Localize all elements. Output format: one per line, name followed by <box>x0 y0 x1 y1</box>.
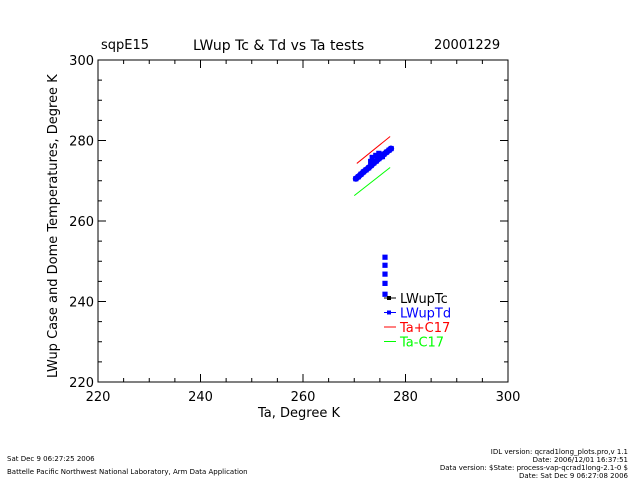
x-tick-label: 280 <box>393 390 418 405</box>
data-point-LWupTd <box>368 158 374 165</box>
footer-right: IDL version: qcrad1long_plots.pro,v 1.1 … <box>440 448 628 480</box>
data-point-LWupTd <box>376 150 382 156</box>
x-tick-label: 260 <box>291 390 316 405</box>
series-line-Ta-C17 <box>353 167 391 197</box>
x-axis-label: Ta, Degree K <box>258 406 340 421</box>
footer-data-date: Date: Sat Dec 9 06:27:08 2006 <box>519 472 628 480</box>
y-tick-label: 280 <box>69 135 94 150</box>
x-tick-label: 300 <box>496 390 521 405</box>
data-point-LWupTd <box>373 152 379 158</box>
footer-timestamp: Sat Dec 9 06:27:25 2006 <box>7 455 95 463</box>
footer-left: Sat Dec 9 06:27:25 2006 Battelle Pacific… <box>7 455 248 476</box>
site-label: sqpE15 <box>101 38 150 53</box>
series-line-Ta+C17 <box>356 136 391 164</box>
legend-marker-LWupTc <box>387 296 391 300</box>
y-tick-label: 300 <box>69 54 94 69</box>
data-point-LWupTd <box>382 291 388 297</box>
y-tick-label: 260 <box>69 215 94 230</box>
y-tick-label: 220 <box>69 376 94 391</box>
data-point-LWupTd <box>382 262 388 268</box>
data-point-LWupTd <box>382 271 388 277</box>
data-point-LWupTd <box>382 280 388 286</box>
legend-label-Ta+C17: Ta+C17 <box>399 321 450 336</box>
data-point-LWupTd <box>382 254 388 260</box>
x-tick-label: 220 <box>86 390 111 405</box>
y-tick-label: 240 <box>69 296 94 311</box>
legend-marker-LWupTd <box>387 310 391 315</box>
legend-label-Ta-C17: Ta-C17 <box>399 336 444 351</box>
series-band-LWupTd <box>352 145 395 182</box>
x-tick-label: 240 <box>188 390 213 405</box>
date-label: 20001229 <box>434 38 501 53</box>
data-point-LWupTd <box>369 154 375 161</box>
footer-idl-version: IDL version: qcrad1long_plots.pro,v 1.1 <box>490 448 628 456</box>
legend-label-LWupTd: LWupTd <box>400 307 451 322</box>
legend-label-LWupTc: LWupTc <box>400 292 448 307</box>
footer-data-version: Data version: $State: process-vap-qcrad1… <box>439 464 628 472</box>
footer-idl-date: Date: 2006/12/01 16:37:51 <box>532 456 628 464</box>
footer-org: Battelle Pacific Northwest National Labo… <box>7 468 248 476</box>
y-axis-label: LWup Case and Dome Temperatures, Degree … <box>46 74 61 378</box>
chart-title: LWup Tc & Td vs Ta tests <box>193 38 365 54</box>
